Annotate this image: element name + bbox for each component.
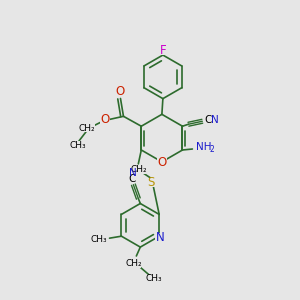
Bar bbox=[196, 142, 210, 152]
Bar bbox=[129, 169, 136, 177]
Text: 2: 2 bbox=[210, 145, 214, 154]
Text: NH: NH bbox=[196, 142, 211, 152]
Text: N: N bbox=[128, 168, 136, 178]
Text: N: N bbox=[156, 231, 164, 244]
Text: S: S bbox=[148, 176, 155, 189]
Text: CH₃: CH₃ bbox=[70, 140, 86, 149]
Bar bbox=[129, 175, 136, 183]
Text: CH₂: CH₂ bbox=[130, 165, 147, 174]
Bar bbox=[70, 141, 86, 149]
Text: CH₂: CH₂ bbox=[79, 124, 95, 133]
Bar bbox=[155, 233, 165, 242]
Text: C: C bbox=[129, 174, 136, 184]
Text: CH₂: CH₂ bbox=[125, 260, 142, 268]
Bar bbox=[79, 124, 95, 132]
Bar bbox=[130, 166, 146, 174]
Text: F: F bbox=[160, 44, 166, 57]
Text: CH₃: CH₃ bbox=[146, 274, 163, 283]
Text: C: C bbox=[205, 115, 212, 125]
Text: O: O bbox=[157, 156, 167, 170]
Bar bbox=[100, 115, 110, 124]
Text: N: N bbox=[211, 115, 219, 125]
Bar bbox=[157, 158, 167, 167]
Bar bbox=[212, 116, 219, 124]
Bar bbox=[116, 87, 125, 96]
Bar bbox=[158, 46, 167, 55]
Text: O: O bbox=[116, 85, 125, 98]
Bar bbox=[205, 116, 212, 124]
Bar bbox=[125, 260, 141, 268]
Bar bbox=[146, 275, 162, 283]
Text: O: O bbox=[100, 113, 109, 126]
Bar bbox=[91, 235, 106, 243]
Bar bbox=[146, 178, 156, 187]
Text: CH₃: CH₃ bbox=[90, 235, 107, 244]
